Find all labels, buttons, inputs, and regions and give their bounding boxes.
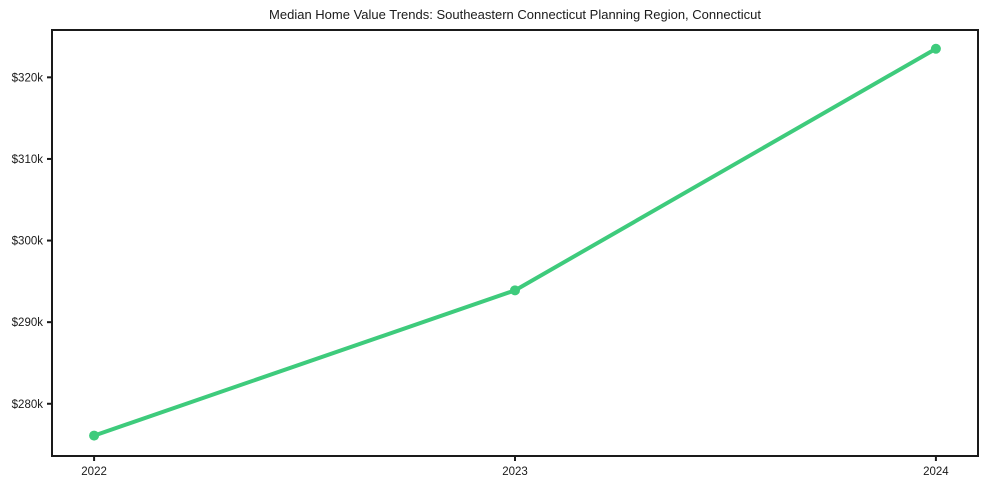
data-point-marker [89,430,100,441]
x-tick-label: 2022 [81,466,107,478]
trend-line [92,46,938,438]
x-tick-label: 2023 [502,466,528,478]
x-tick-label: 2024 [923,466,949,478]
data-point-marker [930,43,941,54]
y-tick-label: $300k [12,236,44,248]
plot-frame [51,29,979,457]
chart-title: Median Home Value Trends: Southeastern C… [269,7,761,22]
y-tick-label: $310k [12,154,44,166]
y-tick-label: $290k [12,317,44,329]
data-point-marker [510,285,520,296]
y-tick-label: $320k [12,72,44,84]
y-tick-label: $280k [12,399,44,411]
